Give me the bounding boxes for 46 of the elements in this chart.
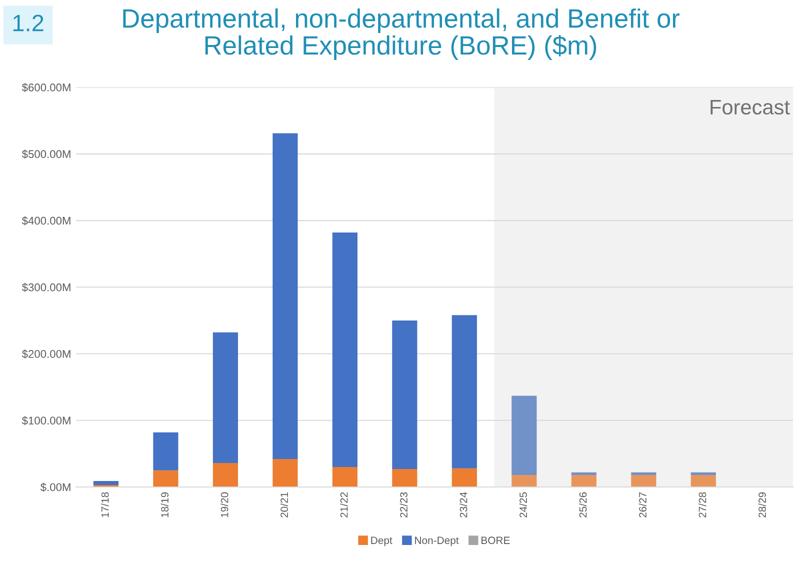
y-tick-label: $200.00M — [22, 350, 70, 359]
bar — [452, 315, 477, 468]
x-tick-label: 22/23 — [400, 492, 408, 518]
x-tick-label: 25/26 — [579, 492, 587, 518]
y-tick-label: $100.00M — [22, 416, 70, 426]
x-tick-label: 24/25 — [519, 492, 527, 518]
x-tick-label: 17/18 — [101, 492, 109, 518]
x-tick-label: 26/27 — [638, 492, 646, 518]
bar — [452, 468, 477, 487]
x-tick-label: 18/19 — [160, 492, 169, 518]
legend-label: Non-Dept — [415, 536, 459, 546]
bar — [272, 459, 298, 487]
legend-label: Dept — [371, 536, 392, 546]
band-label: Forecast — [710, 100, 790, 115]
y-tick-label: $500.00M — [22, 150, 70, 159]
y-tick-label: $400.00M — [22, 216, 70, 226]
x-tick-label: 23/24 — [460, 492, 468, 518]
bar — [690, 472, 716, 476]
x-tick-label: 27/28 — [698, 492, 706, 518]
bar — [212, 332, 238, 464]
bar — [571, 472, 596, 476]
legend-label: BORE — [482, 536, 510, 544]
x-tick-label: 28/29 — [758, 492, 766, 518]
bar — [631, 472, 656, 476]
x-tick-label: 20/21 — [280, 492, 288, 518]
bar — [153, 432, 178, 470]
bar — [332, 232, 358, 468]
x-tick-label: 21/22 — [340, 492, 348, 518]
bar — [272, 133, 298, 460]
bar — [392, 320, 418, 470]
y-tick-label: $600.00M — [22, 83, 70, 92]
x-tick-label: 19/20 — [220, 492, 228, 518]
text: 1.2 — [13, 14, 44, 32]
bar — [212, 463, 238, 487]
bar — [571, 475, 596, 487]
y-tick-label: $.00M — [40, 482, 70, 492]
bar — [512, 475, 537, 487]
bar — [93, 481, 119, 485]
bar — [332, 467, 358, 487]
bar — [153, 470, 178, 487]
y-tick-label: $300.00M — [22, 282, 70, 292]
bar — [392, 469, 418, 487]
chart-title: Departmental, non-departmental, and Benefit or Related Expenditure (BoRE) ($m) — [123, 8, 680, 60]
bar — [512, 396, 537, 476]
bar — [690, 475, 716, 487]
bar — [631, 475, 656, 487]
